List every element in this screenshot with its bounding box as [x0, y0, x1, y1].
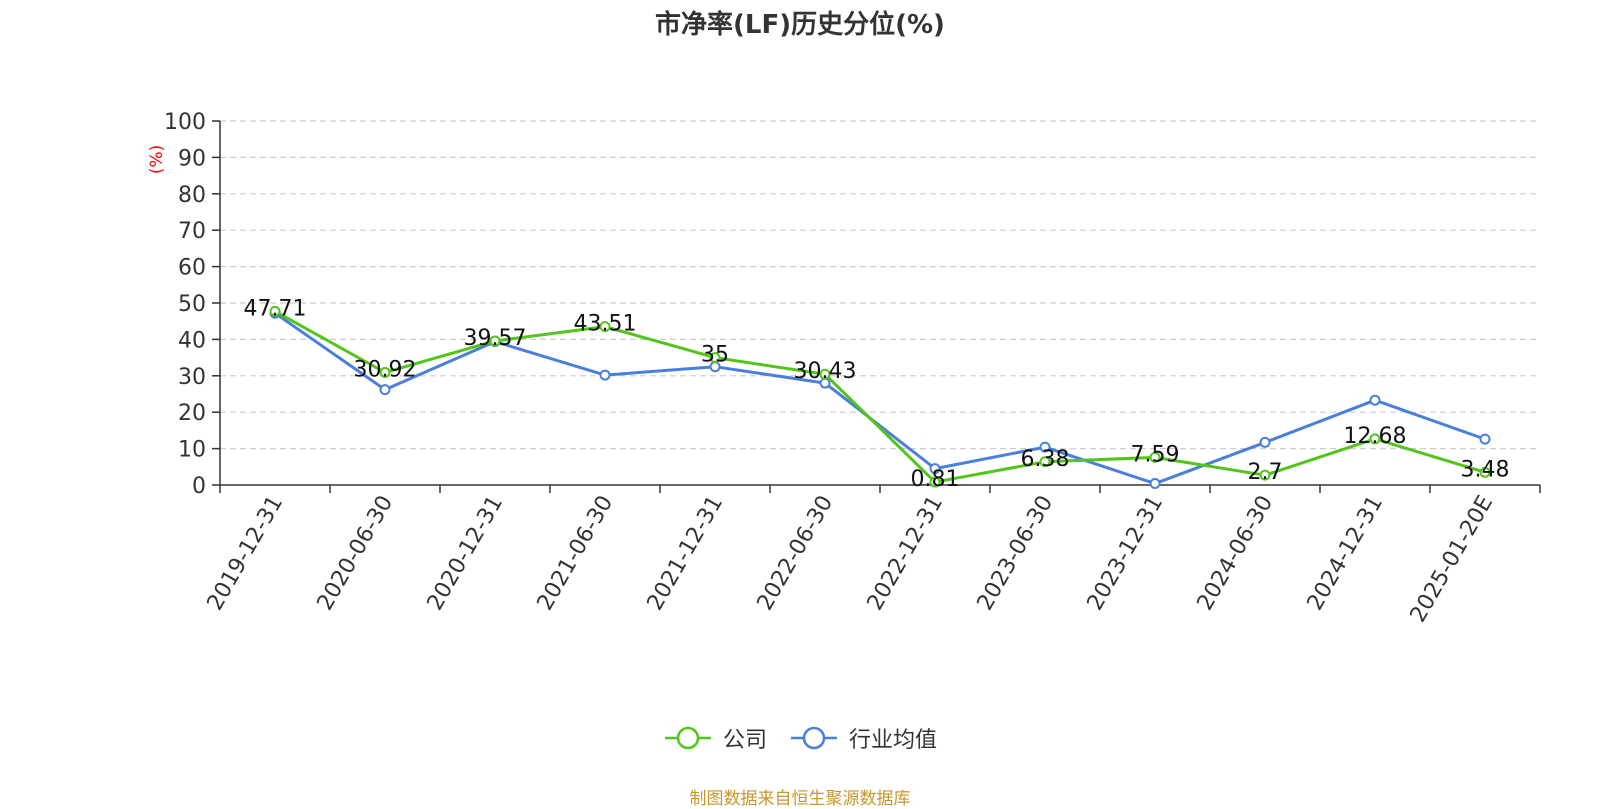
- x-tick-label: 2023-06-30: [973, 492, 1059, 615]
- data-point-company: [599, 321, 611, 333]
- y-tick-label: 70: [178, 219, 206, 244]
- data-point-industry: [599, 369, 611, 381]
- x-tick-label: 2019-12-31: [203, 492, 289, 615]
- data-label-company: 30.92: [354, 357, 417, 382]
- y-tick-label: 80: [178, 183, 206, 208]
- data-point-company: [709, 352, 721, 364]
- data-label-company: 39.57: [464, 326, 527, 351]
- data-label-company: 3.48: [1461, 457, 1510, 482]
- y-tick-label: 20: [178, 401, 206, 426]
- y-tick-label: 100: [164, 110, 206, 135]
- legend-marker-industry-icon: [791, 726, 837, 750]
- data-point-industry: [1479, 433, 1491, 445]
- data-label-company: 12.68: [1344, 424, 1407, 449]
- data-point-industry: [1259, 436, 1271, 448]
- data-point-company: [1369, 433, 1381, 445]
- y-axis-unit-label: (%): [147, 145, 167, 174]
- legend-label-industry: 行业均值: [849, 728, 938, 753]
- data-point-industry: [1039, 441, 1051, 453]
- data-point-industry: [929, 463, 941, 475]
- x-tick-label: 2022-06-30: [753, 492, 839, 615]
- x-tick-label: 2021-06-30: [533, 492, 619, 615]
- data-point-company: [379, 366, 391, 378]
- series-line-company: [274, 310, 1486, 484]
- x-tick-label: 2020-12-31: [423, 492, 509, 615]
- series-line-industry: [274, 311, 1486, 486]
- chart-title: 市净率(LF)历史分位(%): [655, 10, 945, 40]
- data-label-company: 0.81: [911, 467, 960, 492]
- x-tick-label: 2022-12-31: [863, 492, 949, 615]
- data-point-industry: [379, 384, 391, 396]
- x-tick-label: 2021-12-31: [643, 492, 729, 615]
- data-source-note: 制图数据来自恒生聚源数据库: [689, 789, 911, 809]
- data-point-company: [1039, 456, 1051, 468]
- x-tick-label: 2023-12-31: [1083, 492, 1169, 615]
- data-label-company: 47.71: [244, 296, 307, 321]
- data-point-company: [489, 335, 501, 347]
- data-point-industry: [1369, 394, 1381, 406]
- data-label-company: 6.38: [1021, 447, 1070, 472]
- data-point-company: [929, 476, 941, 488]
- y-tick-label: 0: [192, 474, 206, 499]
- data-point-company: [269, 305, 281, 317]
- data-point-industry: [1149, 478, 1161, 490]
- data-point-company: [1149, 451, 1161, 463]
- data-label-company: 2.7: [1248, 460, 1283, 485]
- data-label-company: 35: [701, 343, 729, 368]
- x-tick-label: 2025-01-20E: [1406, 492, 1499, 627]
- x-tick-label: 2024-12-31: [1303, 492, 1389, 615]
- legend-item-company[interactable]: 公司: [663, 722, 767, 754]
- x-tick-label: 2024-06-30: [1193, 492, 1279, 615]
- legend-marker-company-icon: [664, 726, 711, 750]
- data-point-company: [1479, 466, 1491, 478]
- legend: 公司 行业均值: [0, 722, 1600, 754]
- data-point-company: [819, 368, 831, 380]
- data-label-company: 7.59: [1131, 442, 1180, 467]
- y-tick-label: 50: [178, 292, 206, 317]
- y-tick-label: 10: [178, 438, 206, 463]
- y-tick-label: 90: [178, 146, 206, 171]
- data-point-company: [1259, 469, 1271, 481]
- y-tick-label: 60: [178, 256, 206, 281]
- x-tick-label: 2020-06-30: [313, 492, 399, 615]
- y-tick-label: 30: [178, 365, 206, 390]
- legend-label-company: 公司: [722, 728, 767, 753]
- legend-item-industry[interactable]: 行业均值: [789, 722, 937, 754]
- y-tick-label: 40: [178, 328, 206, 353]
- data-label-company: 30.43: [794, 359, 857, 384]
- data-label-company: 43.51: [574, 312, 637, 337]
